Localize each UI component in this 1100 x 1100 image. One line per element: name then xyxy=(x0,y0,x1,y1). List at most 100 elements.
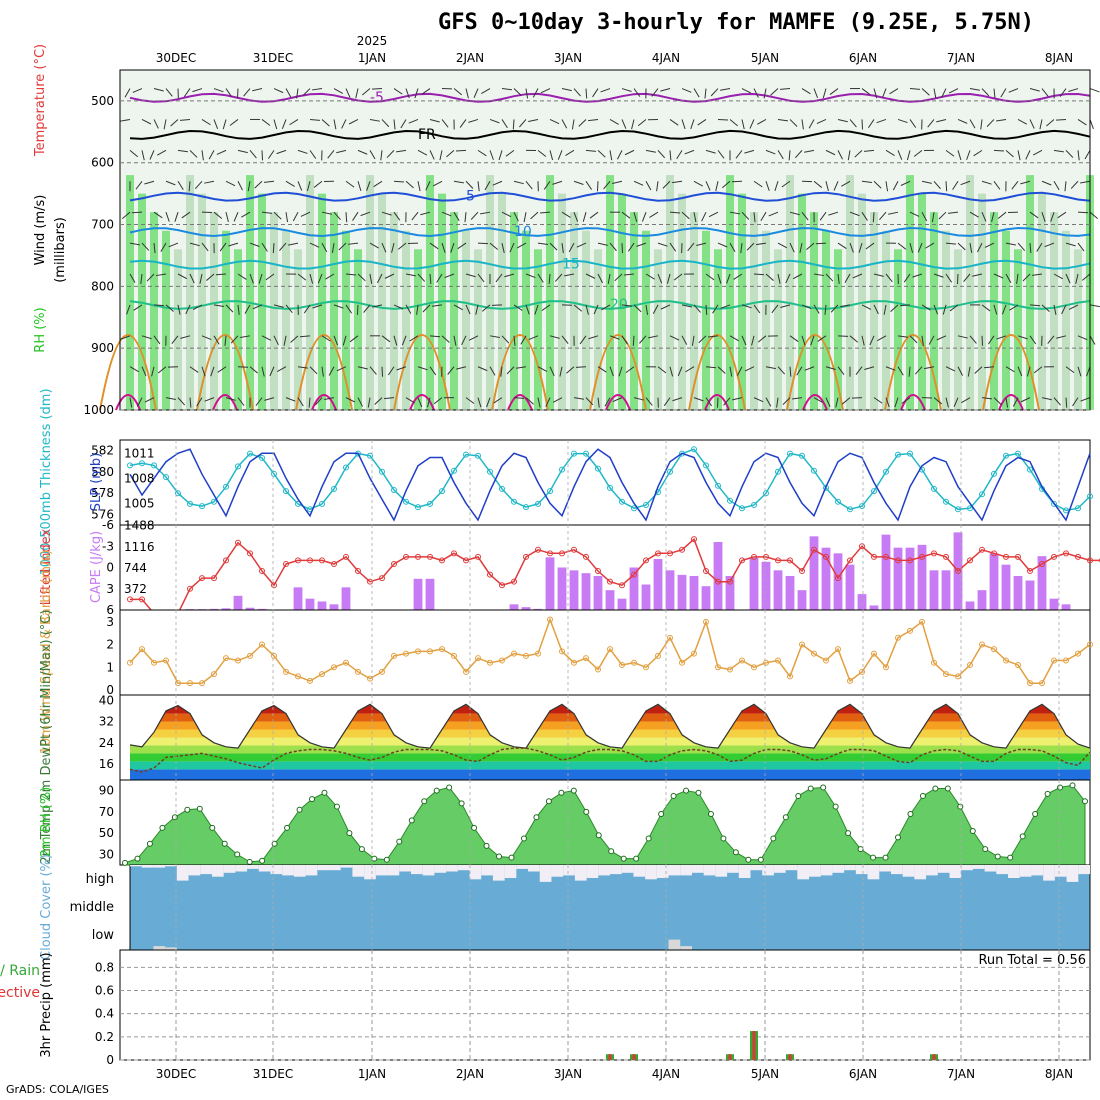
wind-barb xyxy=(506,366,515,375)
rh-point xyxy=(558,789,565,796)
precip-frame xyxy=(119,949,1091,1061)
wind-barb xyxy=(753,397,764,403)
isotherm-line xyxy=(129,300,1091,310)
wind-barb xyxy=(768,211,779,217)
wind-barb xyxy=(921,211,928,222)
precip-tick-label: 0.8 xyxy=(95,960,114,974)
rh-column xyxy=(390,212,398,410)
wind-barb xyxy=(177,397,186,406)
high-cloud-gap xyxy=(1078,865,1090,875)
cape-bar xyxy=(329,604,339,610)
wind-barb xyxy=(153,304,165,307)
rh-column xyxy=(354,249,362,410)
wind-barb xyxy=(912,273,923,278)
rh-point xyxy=(520,835,527,842)
wind-barb xyxy=(170,119,179,127)
wind-barb xyxy=(576,242,587,248)
lifted-index-line-point xyxy=(823,553,829,560)
wind-barb xyxy=(717,118,729,121)
wind-barb xyxy=(157,149,167,156)
wind-barb xyxy=(855,366,863,376)
wind-barb xyxy=(355,88,359,99)
high-cloud-gap xyxy=(410,865,423,875)
wind-barb xyxy=(160,242,167,252)
rh-point xyxy=(383,856,390,863)
wind-barb xyxy=(993,149,1005,152)
rh-column xyxy=(726,175,734,410)
wind-barb xyxy=(1020,180,1031,185)
high-cloud-gap xyxy=(235,865,248,872)
wind-barb xyxy=(673,273,683,281)
li-tick-label: 0 xyxy=(106,561,114,575)
wind-barb xyxy=(753,212,756,223)
wind-barb xyxy=(561,88,572,92)
high-cloud-gap xyxy=(621,865,634,873)
wind-barb xyxy=(781,180,791,188)
cape-bar xyxy=(881,534,891,610)
high-cloud-gap xyxy=(820,865,833,876)
wind-barb xyxy=(693,212,697,223)
wind-barb xyxy=(847,150,851,161)
wind-barb xyxy=(165,304,174,312)
wind-speed-line-point xyxy=(367,675,373,682)
wind-barb xyxy=(144,180,155,185)
bottom-date-label: 3JAN xyxy=(554,1067,582,1081)
wind-speed-axis-label: 10m Wind Speed & Barbs (m/s) xyxy=(39,550,54,755)
wind-barb xyxy=(788,150,791,161)
wind-speed-line-point xyxy=(751,664,757,671)
wind-barb xyxy=(237,181,243,191)
wind-barb xyxy=(236,88,239,99)
wind-barb xyxy=(411,211,419,221)
wind-barb xyxy=(789,242,795,253)
isotherm-30-loop xyxy=(900,394,926,411)
wind-barb xyxy=(213,304,224,307)
thickness-line-point xyxy=(379,468,385,475)
wind-barb xyxy=(867,119,875,129)
cape-bar xyxy=(857,594,867,610)
wind-barb xyxy=(327,150,335,159)
high-cloud-gap xyxy=(984,865,997,872)
wind-barb xyxy=(753,88,759,98)
thickness-line-point xyxy=(883,468,889,475)
wind-barb xyxy=(765,181,770,191)
rh-point xyxy=(333,803,340,810)
high-cloud-gap xyxy=(305,865,318,876)
rh-column xyxy=(1050,212,1058,410)
cape-bar xyxy=(545,557,555,610)
cape-bar xyxy=(869,605,879,610)
wind-barb xyxy=(785,273,791,284)
wind-barb xyxy=(357,149,368,155)
wind-barb xyxy=(525,273,536,279)
wind-barb xyxy=(513,304,523,311)
rh-point xyxy=(508,854,515,861)
top-date-label: 3JAN xyxy=(554,51,582,65)
wind-barb xyxy=(651,88,659,97)
wind-barb xyxy=(189,273,195,284)
wind-barb xyxy=(360,211,371,217)
isotherm-30-loop xyxy=(507,394,533,411)
top-date-label: 6JAN xyxy=(849,51,877,65)
wind-barb xyxy=(1020,397,1031,403)
wind-barb xyxy=(405,273,416,277)
lifted-index-line-point xyxy=(583,553,589,560)
wind-barb xyxy=(429,150,435,160)
wind-barb xyxy=(1053,149,1064,153)
isotherm-label: 10 xyxy=(514,224,532,240)
thickness-line-point xyxy=(223,483,229,490)
wind-speed-line-point xyxy=(787,673,793,680)
wind-barb xyxy=(549,150,554,161)
cape-bar xyxy=(569,570,579,610)
lifted-index-line xyxy=(130,537,1100,615)
wind-barb xyxy=(513,335,516,346)
high-cloud-gap xyxy=(1054,865,1067,877)
precip-tick-label: 0 xyxy=(106,1053,114,1067)
wind-barb xyxy=(883,304,887,315)
rh-column xyxy=(258,193,266,410)
isotherm-25-loop xyxy=(196,334,254,411)
wind-barb xyxy=(302,88,311,96)
wind-barb xyxy=(627,242,635,252)
wind-barb xyxy=(366,181,371,191)
wind-barb xyxy=(405,397,415,404)
wind-barb xyxy=(864,366,875,370)
